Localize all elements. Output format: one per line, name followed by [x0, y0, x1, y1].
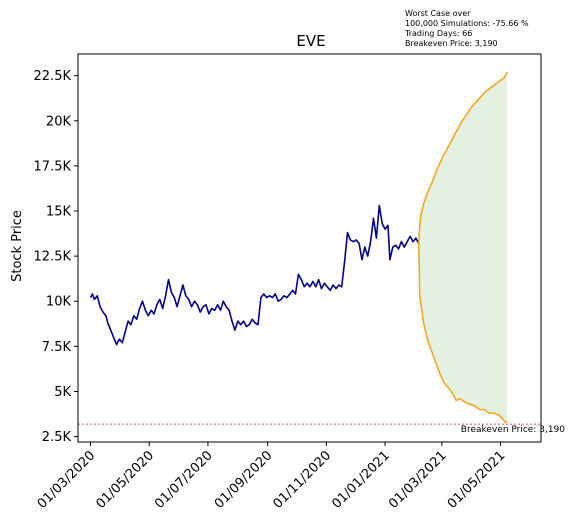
x-tick-label: 01/01/2021	[329, 448, 393, 512]
y-tick-label: 5K	[54, 385, 71, 400]
plot-area	[78, 71, 541, 425]
simulation-range-fill	[418, 72, 508, 423]
x-tick-label: 01/03/2020	[35, 448, 99, 512]
y-axis-title: Stock Price	[10, 210, 25, 282]
y-tick-label: 17.5K	[34, 159, 72, 174]
annotation-line-4: Breakeven Price: 3,190	[405, 39, 498, 48]
annotation-line-3: Trading Days: 66	[404, 29, 472, 38]
y-tick-label: 2.5K	[42, 430, 72, 445]
series-line-simulation-lower	[418, 243, 508, 423]
y-tick-label: 15K	[46, 205, 72, 220]
y-axis: 2.5K 5K 7.5K 10K 12.5K 15K 17.5K 20K 22.5K	[34, 69, 78, 445]
x-tick-label: 01/03/2021	[386, 448, 450, 512]
x-tick-label: 01/05/2021	[445, 448, 509, 512]
series-line-simulation-upper	[418, 71, 509, 244]
y-tick-label: 12.5K	[34, 250, 72, 265]
annotation-line-2: 100,000 Simulations: -75.66 %	[405, 19, 529, 28]
simulation-annotation: Worst Case over 100,000 Simulations: -75…	[404, 9, 529, 48]
y-tick-label: 22.5K	[34, 69, 72, 84]
x-tick-label: 01/09/2020	[212, 448, 276, 512]
plot-frame	[77, 53, 542, 443]
annotation-line-1: Worst Case over	[405, 9, 471, 18]
chart-title: EVE	[296, 32, 325, 50]
x-tick-label: 01/05/2020	[93, 448, 157, 512]
y-tick-label: 10K	[46, 295, 72, 310]
y-tick-label: 7.5K	[42, 340, 72, 355]
x-tick-label: 01/07/2020	[152, 448, 216, 512]
series-line-history	[89, 204, 420, 346]
y-tick-label: 20K	[46, 114, 72, 129]
breakeven-label: Breakeven Price: 3,190	[461, 425, 565, 435]
x-tick-label: 01/11/2020	[271, 448, 335, 512]
x-axis: 01/03/202001/05/202001/07/202001/09/2020…	[35, 442, 509, 512]
